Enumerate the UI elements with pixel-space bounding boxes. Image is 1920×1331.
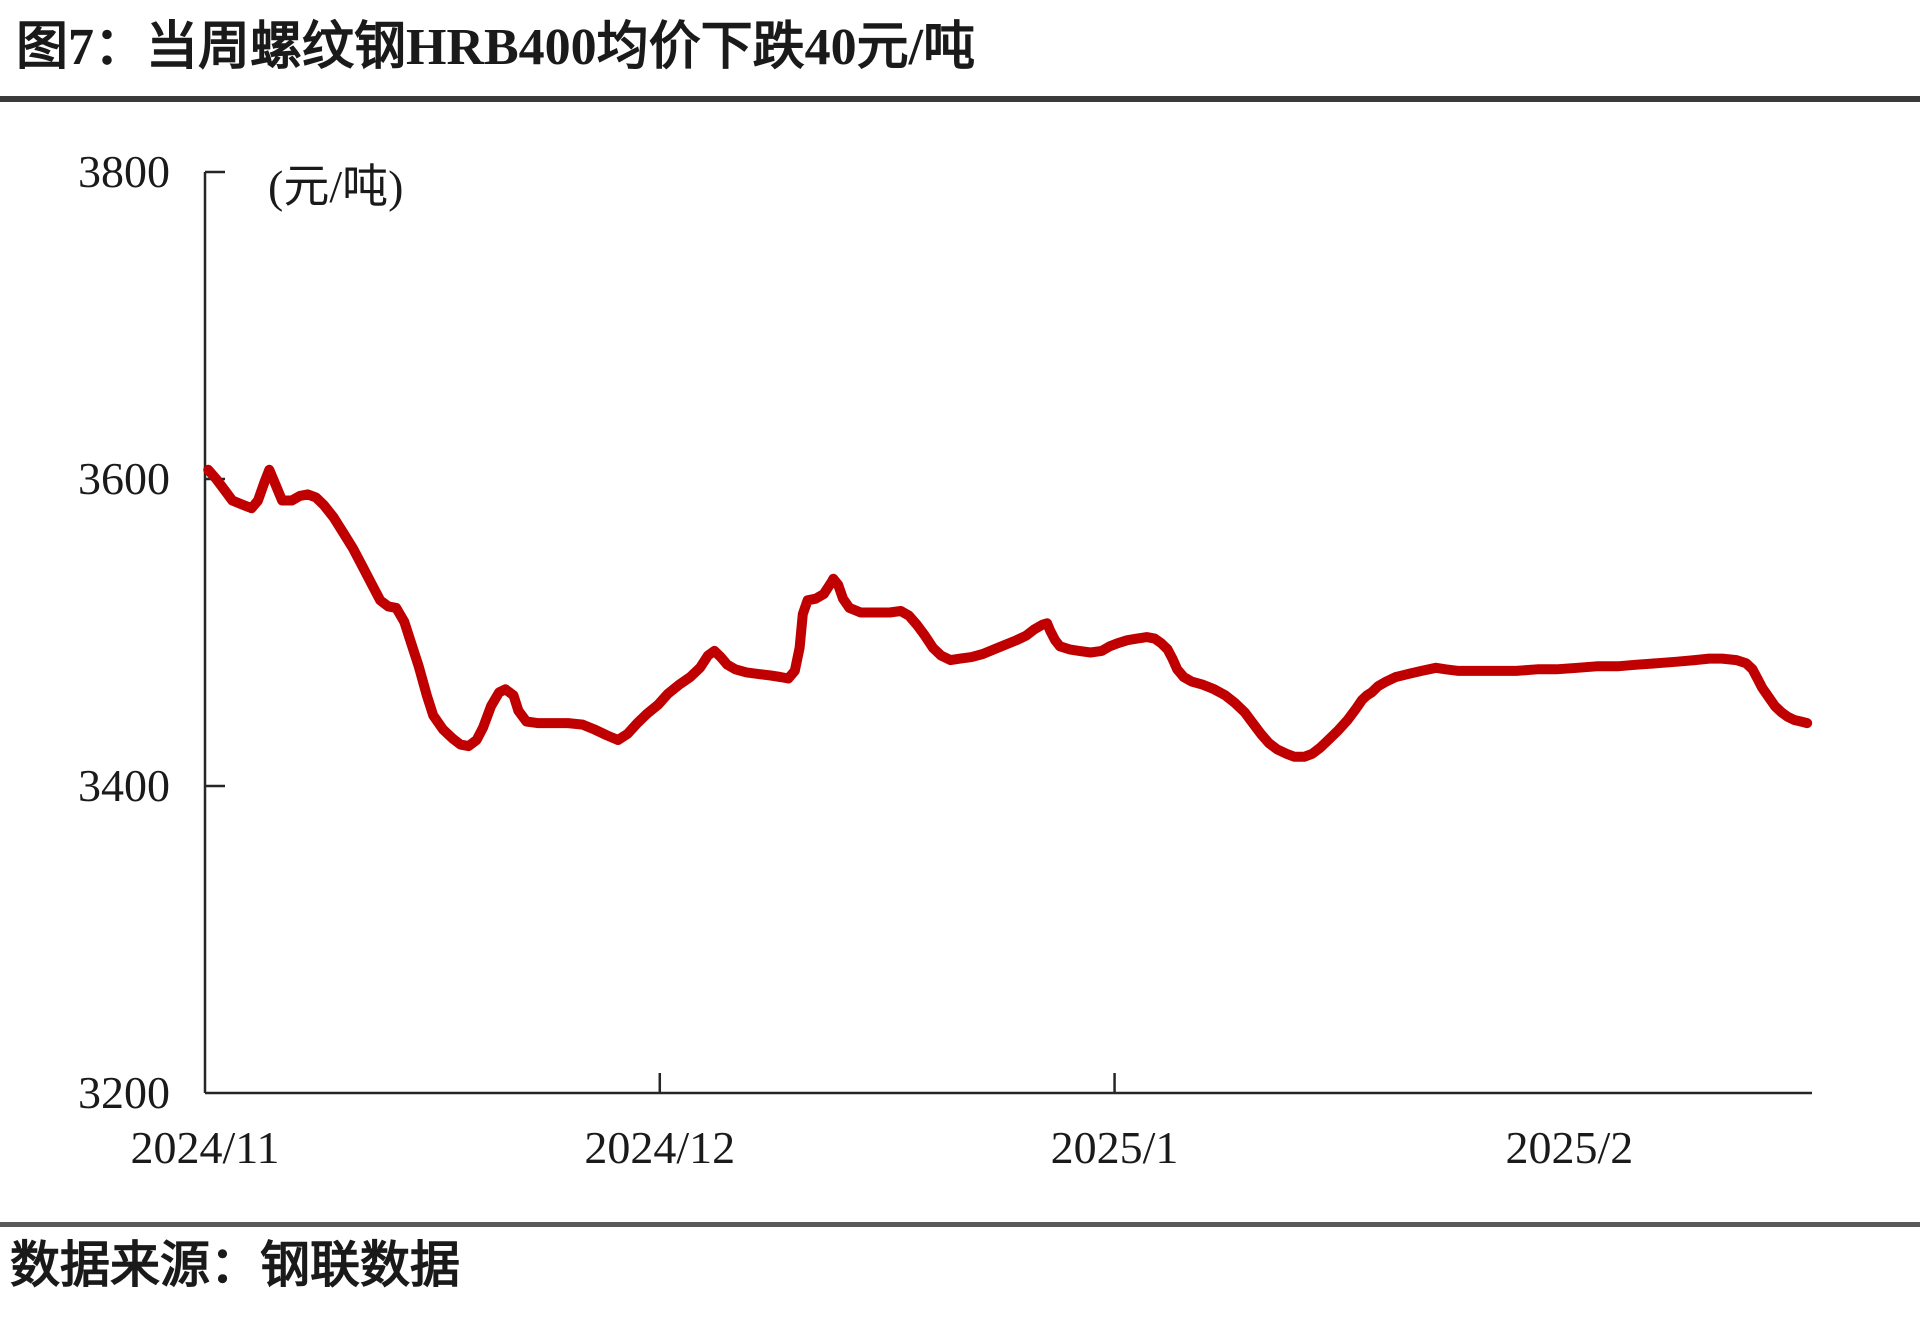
y-axis-unit-label: (元/吨) — [268, 161, 404, 212]
y-axis-tick-label: 3800 — [78, 146, 170, 197]
x-axis-tick-label: 2024/12 — [584, 1122, 736, 1173]
y-axis-tick-label: 3600 — [78, 453, 170, 504]
chart-axes — [203, 170, 1812, 1095]
x-axis-tick-label: 2025/2 — [1505, 1122, 1634, 1173]
y-axis-tick-label: 3200 — [78, 1067, 170, 1118]
data-source: 数据来源：钢联数据 — [10, 1237, 460, 1293]
price-line — [203, 464, 1813, 762]
x-axis-tick-label: 2025/1 — [1050, 1122, 1179, 1173]
y-axis-tick-label: 3400 — [78, 760, 170, 811]
x-axis-tick-label: 2024/11 — [130, 1122, 280, 1173]
footer-divider — [0, 1222, 1920, 1227]
figure-title: 图7：当周螺纹钢HRB400均价下跌40元/吨 — [16, 19, 976, 76]
title-divider — [0, 96, 1920, 102]
